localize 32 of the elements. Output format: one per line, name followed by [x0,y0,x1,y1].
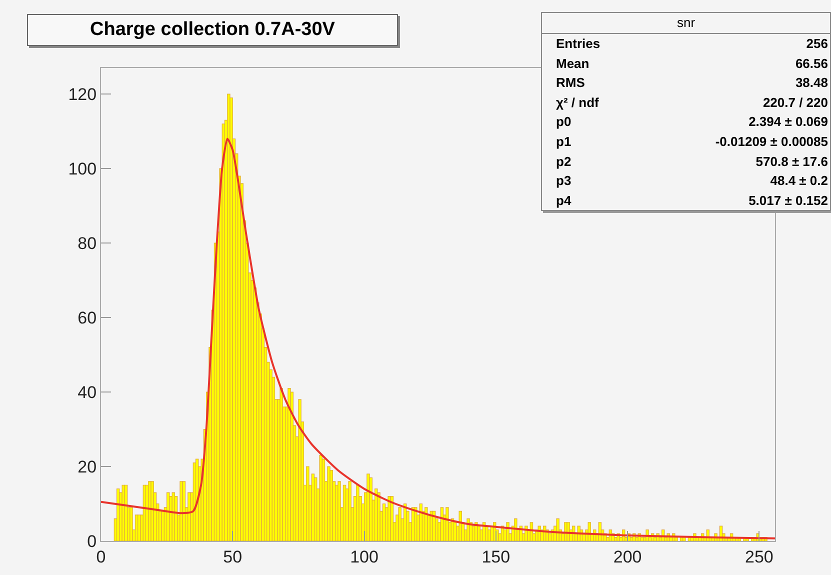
annotation: 220.7 / 220 [762,94,828,112]
annotation: p2 [556,152,572,171]
text: 256 [806,35,828,53]
annotation: p0 [556,113,572,132]
chart-title: Charge collection 0.7A-30V [27,14,398,46]
x-tick-label: 150 [482,547,510,566]
annotation: 5.017 ± 0.152 [748,192,828,210]
x-tick-label: 100 [350,547,378,566]
annotation: RMS [556,74,585,92]
x-tick-label: 50 [223,547,242,566]
x-tick-label: 200 [613,547,642,566]
annotation: -0.01209 ± 0.00085 [715,132,828,151]
annotation: p1 [556,132,572,151]
annotation: χ² / ndf [556,94,599,112]
annotation: p4 [556,192,572,210]
y-tick-label: 40 [78,382,97,402]
y-tick-label: 60 [78,308,97,328]
text: snr [542,13,830,34]
y-tick-label: 100 [68,160,97,179]
y-tick-label: 120 [68,85,97,104]
text: 66.56 [795,54,828,73]
x-tick-label: 250 [745,547,774,566]
y-tick-label: 20 [78,457,97,476]
annotation: 570.8 ± 17.6 [756,152,828,171]
annotation: 48.4 ± 0.2 [770,172,828,190]
y-tick-label: 80 [78,234,97,253]
y-tick-label: 0 [87,532,97,551]
text: Entries [556,35,600,53]
annotation: Mean [556,54,590,73]
annotation: p3 [556,172,572,190]
text: 38.48 [795,74,828,92]
annotation: 2.394 ± 0.069 [748,113,828,132]
